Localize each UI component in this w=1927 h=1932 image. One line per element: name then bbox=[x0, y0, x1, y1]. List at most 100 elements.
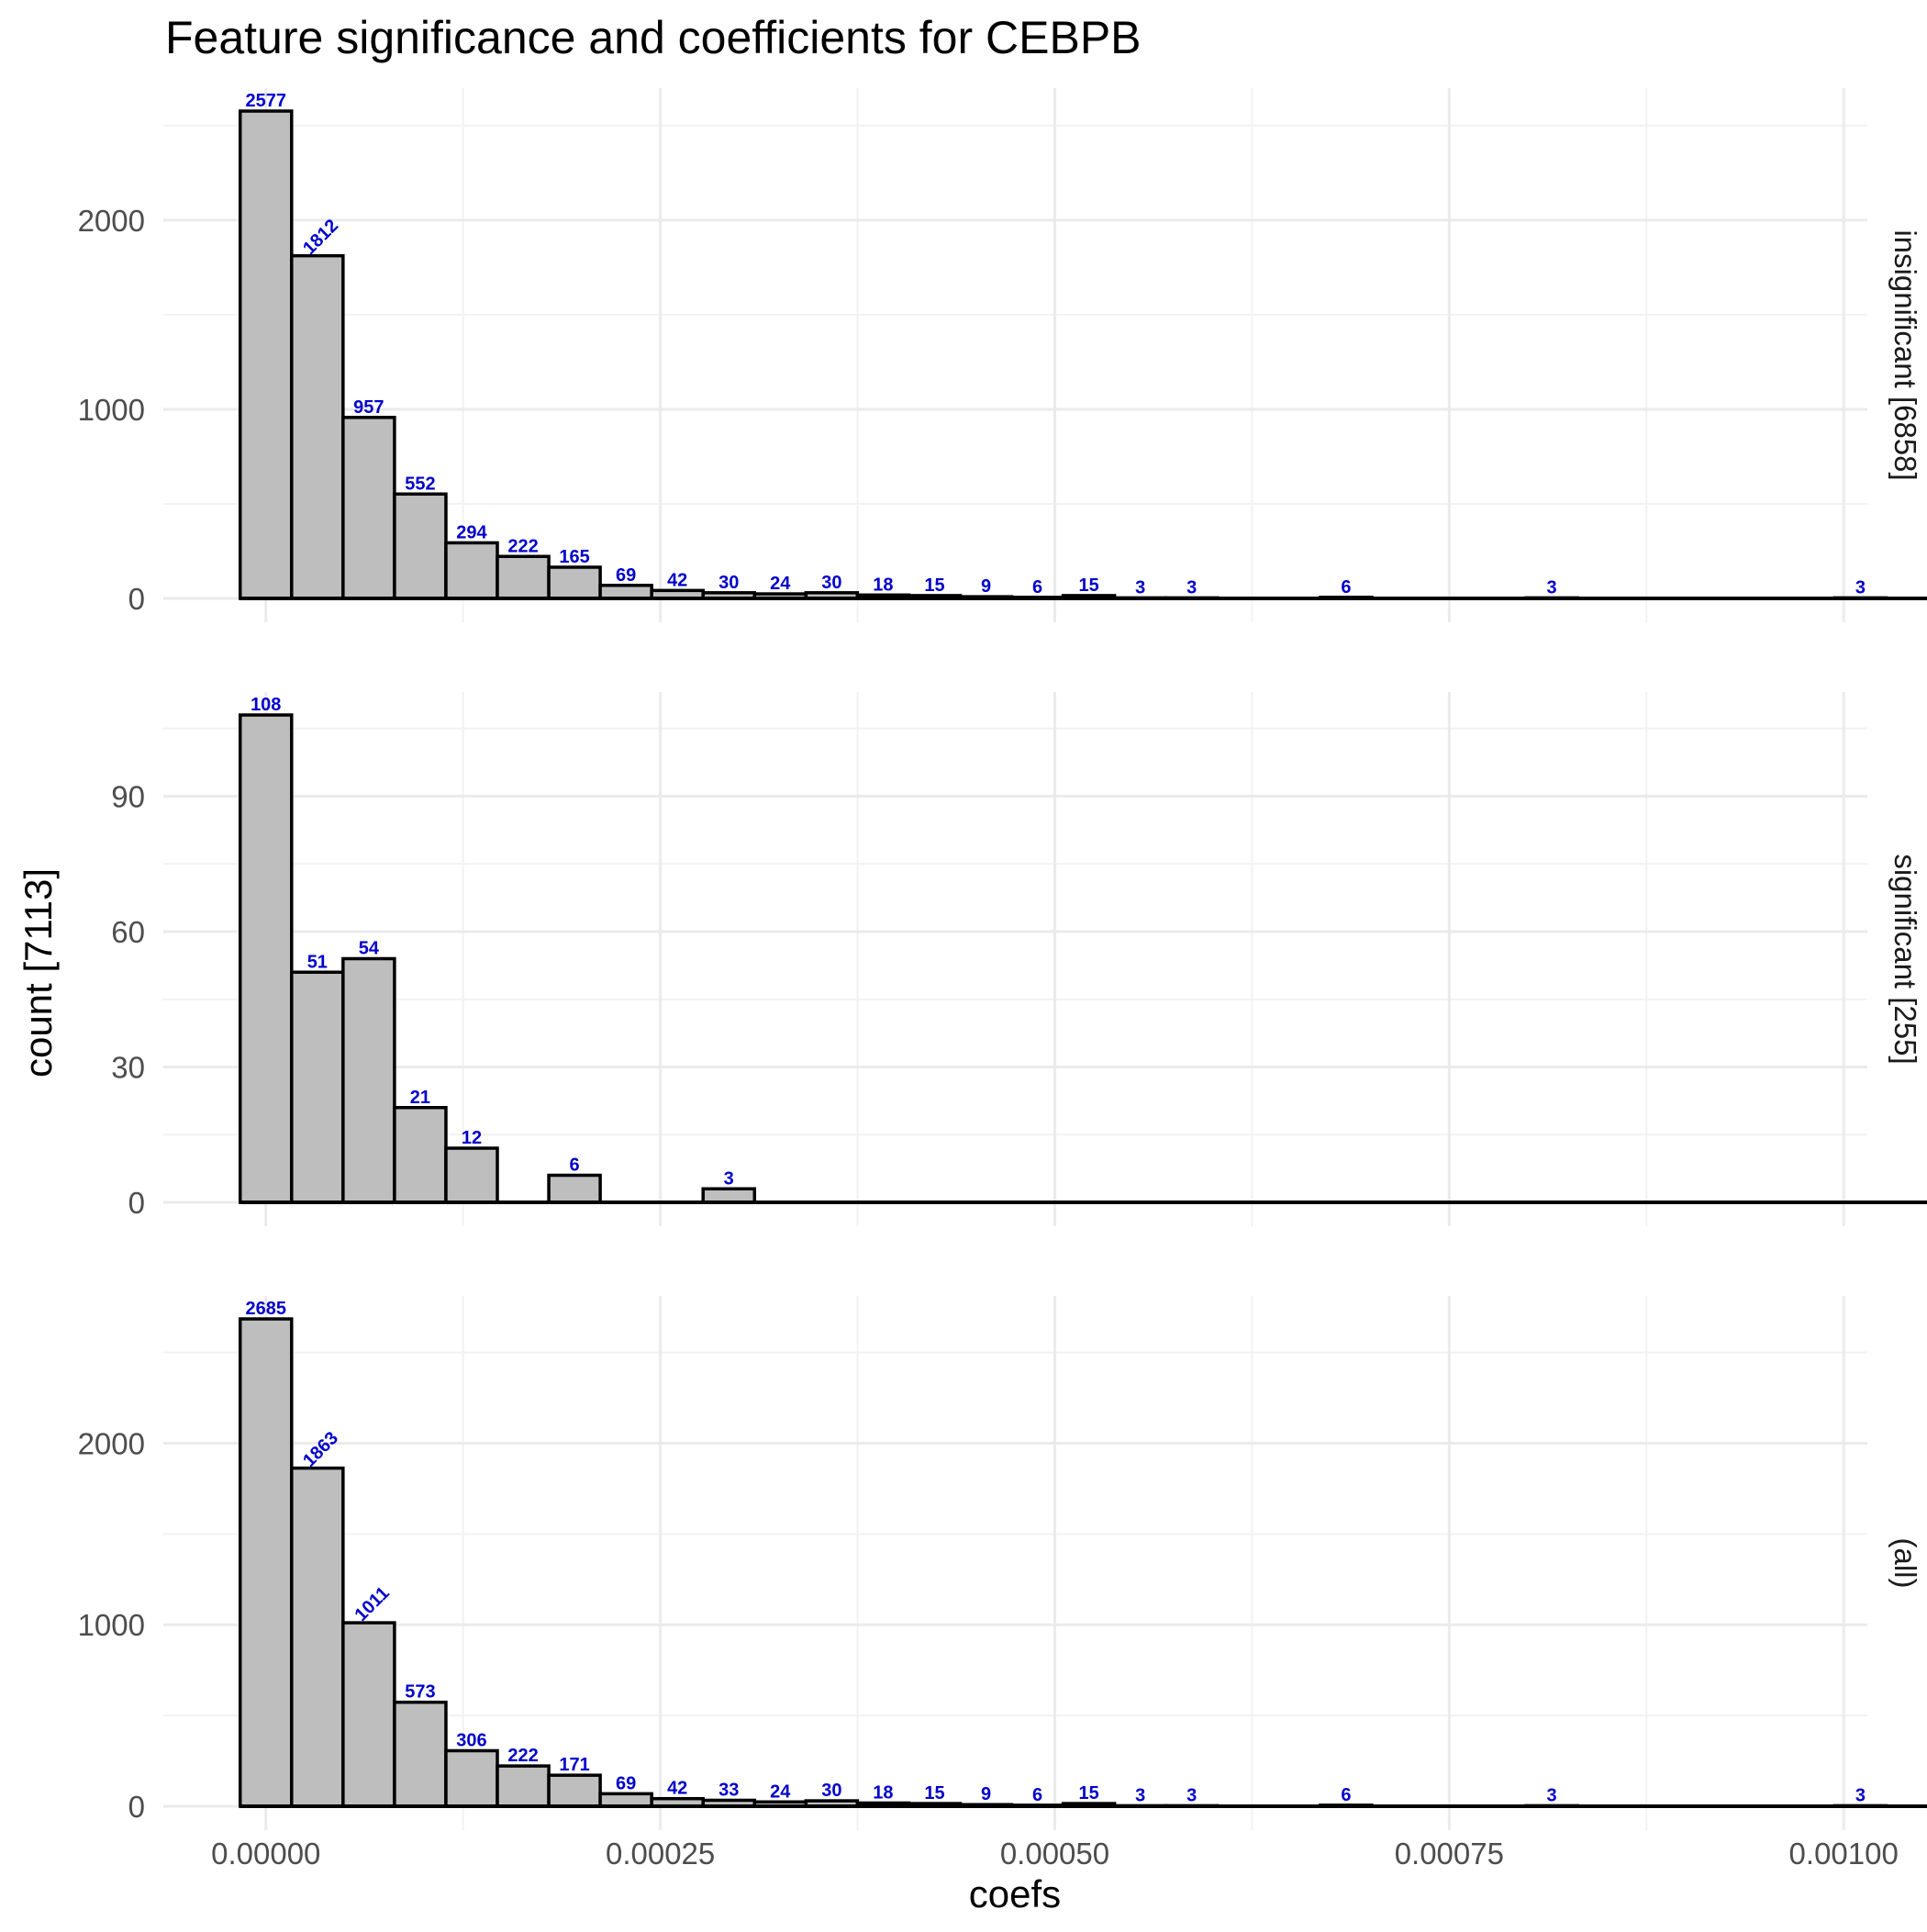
bar-value-label: 42 bbox=[667, 1779, 687, 1799]
histogram-bar bbox=[496, 554, 551, 600]
histogram-bar bbox=[341, 416, 396, 600]
bar-value-label: 30 bbox=[821, 1781, 841, 1801]
bar-value-label: 18 bbox=[873, 1782, 893, 1803]
bar-value-label: 3 bbox=[1547, 1785, 1557, 1805]
facet-panel: 0 30 60 90 108 51 54 21 12 6 3 significant [255] bbox=[111, 692, 1927, 1226]
bar-value-label: 21 bbox=[410, 1088, 430, 1108]
facet-strip-label: insignificant [6858] bbox=[1888, 229, 1922, 480]
bar-value-label: 3 bbox=[1855, 577, 1866, 597]
bar-value-label: 3 bbox=[1135, 1785, 1145, 1805]
bar-value-label: 2577 bbox=[246, 91, 287, 111]
bar-value-label: 3 bbox=[1547, 577, 1557, 597]
bar-value-label: 2685 bbox=[246, 1299, 287, 1319]
y-tick-label: 90 bbox=[111, 780, 145, 814]
histogram-bar bbox=[290, 253, 345, 600]
histogram-bar bbox=[341, 956, 396, 1204]
y-tick-label: 2000 bbox=[78, 204, 145, 238]
histogram-bar bbox=[547, 565, 602, 600]
bar-value-label: 15 bbox=[1079, 1783, 1099, 1804]
bar-value-label: 957 bbox=[353, 397, 384, 418]
facet-strip-label: significant [255] bbox=[1888, 854, 1922, 1064]
bar-value-label: 3 bbox=[1855, 1785, 1866, 1805]
x-tick-label: 0.00000 bbox=[211, 1837, 320, 1871]
bar-value-label: 108 bbox=[251, 695, 281, 715]
bar-value-label: 33 bbox=[718, 1780, 739, 1800]
histogram-bar bbox=[393, 1106, 448, 1204]
histogram-bar bbox=[290, 1466, 345, 1808]
histogram-bar bbox=[444, 1748, 499, 1808]
x-tick-label: 0.00025 bbox=[606, 1837, 715, 1871]
y-tick-label: 60 bbox=[111, 915, 145, 949]
bar-value-label: 222 bbox=[507, 536, 538, 556]
y-tick-label: 0 bbox=[128, 582, 145, 616]
y-tick-label: 0 bbox=[128, 1790, 145, 1824]
bar-value-label: 6 bbox=[1032, 1785, 1042, 1805]
bar-value-label: 51 bbox=[307, 952, 328, 972]
bar-value-label: 15 bbox=[924, 575, 944, 596]
y-tick-label: 1000 bbox=[78, 393, 145, 427]
y-tick-label: 30 bbox=[111, 1051, 145, 1085]
bar-value-label: 222 bbox=[507, 1746, 538, 1766]
bar-value-label: 1863 bbox=[299, 1428, 342, 1471]
x-tick-label: 0.00050 bbox=[1000, 1837, 1109, 1871]
y-tick-label: 0 bbox=[128, 1186, 145, 1220]
bar-value-label: 69 bbox=[616, 1773, 636, 1793]
x-tick-label: 0.00100 bbox=[1789, 1837, 1899, 1871]
facet-strip-label: (all) bbox=[1888, 1538, 1922, 1589]
bar-value-label: 6 bbox=[1032, 577, 1042, 597]
histogram-bar bbox=[547, 1773, 602, 1808]
bar-value-label: 54 bbox=[359, 939, 380, 959]
histogram-bar bbox=[598, 584, 653, 600]
histogram-bar bbox=[444, 1146, 499, 1204]
bar-value-label: 30 bbox=[821, 573, 841, 593]
bar-value-label: 30 bbox=[718, 573, 739, 593]
bar-value-label: 1011 bbox=[351, 1583, 394, 1625]
bar-value-label: 294 bbox=[456, 522, 487, 542]
histogram-bar bbox=[238, 1317, 294, 1808]
bar-value-label: 24 bbox=[770, 1781, 791, 1802]
bar-value-label: 3 bbox=[724, 1168, 734, 1189]
bar-value-label: 15 bbox=[1079, 575, 1099, 596]
histogram-bar bbox=[393, 492, 448, 600]
y-tick-label: 1000 bbox=[78, 1608, 145, 1642]
histogram-bar bbox=[547, 1173, 602, 1204]
bar-value-label: 306 bbox=[456, 1730, 486, 1750]
bar-value-label: 6 bbox=[1341, 577, 1351, 597]
bar-value-label: 24 bbox=[770, 574, 791, 594]
bar-value-label: 6 bbox=[570, 1156, 580, 1176]
bar-value-label: 573 bbox=[405, 1682, 435, 1703]
histogram-bar bbox=[701, 1187, 757, 1204]
bar-value-label: 552 bbox=[405, 474, 435, 494]
bar-value-label: 3 bbox=[1186, 577, 1197, 597]
bar-value-label: 9 bbox=[981, 1784, 991, 1804]
y-tick-label: 2000 bbox=[78, 1426, 145, 1460]
bar-value-label: 3 bbox=[1186, 1785, 1197, 1805]
histogram-bar bbox=[496, 1764, 551, 1808]
bar-value-label: 6 bbox=[1341, 1785, 1351, 1805]
x-axis-title: coefs bbox=[969, 1872, 1061, 1915]
x-tick-label: 0.00075 bbox=[1395, 1837, 1504, 1871]
histogram-bar bbox=[444, 541, 499, 600]
histogram-bar bbox=[290, 970, 345, 1204]
histogram-bar bbox=[238, 713, 294, 1204]
bar-value-label: 171 bbox=[559, 1755, 589, 1775]
bar-value-label: 18 bbox=[873, 575, 893, 595]
bar-value-label: 165 bbox=[559, 547, 589, 567]
bar-value-label: 12 bbox=[462, 1128, 482, 1148]
histogram-bar bbox=[341, 1621, 396, 1808]
histogram-bar bbox=[393, 1700, 448, 1808]
bar-value-label: 3 bbox=[1135, 577, 1145, 597]
chart-title: Feature significance and coefficients fo… bbox=[165, 12, 1142, 63]
bar-value-label: 9 bbox=[981, 576, 991, 597]
x-axis: 0.00000 0.00025 0.00050 0.00075 0.00100 bbox=[211, 1837, 1899, 1871]
bar-value-label: 42 bbox=[667, 570, 687, 590]
bar-value-label: 69 bbox=[616, 565, 636, 586]
histogram-bar bbox=[238, 109, 294, 600]
bar-value-label: 1812 bbox=[299, 216, 342, 259]
histogram-bar bbox=[598, 1792, 653, 1808]
